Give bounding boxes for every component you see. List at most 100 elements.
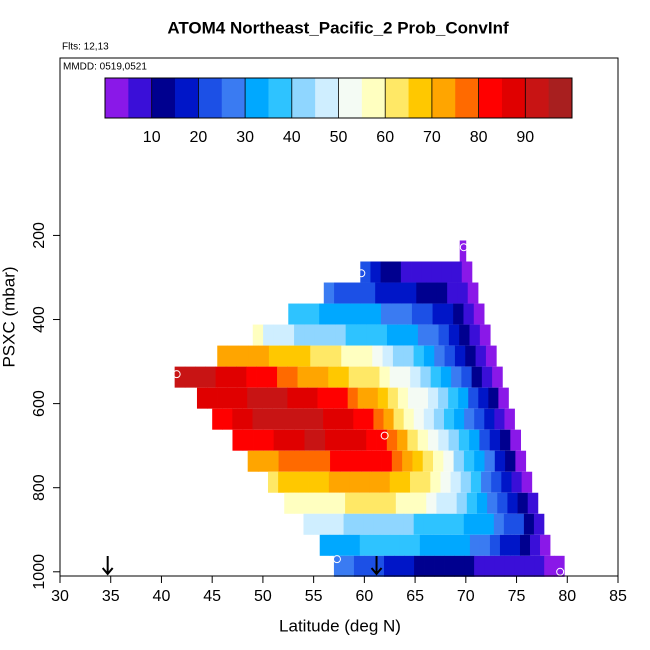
heat-cell [529,534,541,556]
heat-cell [292,408,304,430]
heat-cell [247,450,259,472]
x-tick-label: 70 [457,588,475,605]
heat-cell [267,471,279,493]
heat-cell [323,408,334,430]
heat-cell [359,471,370,493]
heat-cell [184,366,196,388]
heat-cell [262,408,274,430]
heat-cell [474,408,485,430]
plot-frame [59,57,619,577]
heat-cell [363,513,375,535]
heat-cell [416,282,427,304]
heat-cell [319,303,330,325]
heat-cell [479,429,491,451]
heat-cell [433,408,445,430]
heat-cell [252,408,263,430]
heat-cell [426,492,437,514]
heat-cell [288,303,299,325]
heat-cell [277,387,288,409]
heat-cell [373,513,385,535]
x-axis-label: Latitude (deg N) [279,616,401,635]
y-tick-label: 800 [31,474,48,501]
x-tick-label: 50 [254,588,272,605]
heat-cell [441,261,453,283]
heat-cell [330,345,342,367]
heat-cell [424,555,435,577]
heat-cell [485,345,497,367]
heat-cell [341,345,352,367]
heat-cell [339,534,351,556]
heat-cell [448,429,460,451]
heat-cell [237,387,248,409]
heat-cell [327,387,339,409]
x-tick-label: 85 [609,588,627,605]
heat-cell [406,282,417,304]
x-tick-label: 60 [355,588,373,605]
heat-cell [515,450,527,472]
heat-cell [353,513,365,535]
heat-cell [310,345,321,367]
heat-cell [459,324,470,346]
heat-cell [284,492,295,514]
heat-cell [413,345,425,367]
heat-cell [329,534,341,556]
colorbar-tick-label: 80 [470,129,488,146]
heat-cell [389,366,401,388]
heat-cell [444,555,455,577]
heat-cell [433,450,444,472]
heat-cell [308,303,320,325]
heat-cell [369,534,381,556]
heat-cell [227,345,239,367]
heat-cell [404,555,415,577]
heat-cell [493,513,505,535]
heat-cell [489,534,501,556]
heat-cell [433,513,445,535]
heat-cell [314,429,326,451]
heat-cell [428,324,439,346]
heat-cell [431,261,442,283]
heat-cell [533,513,545,535]
heat-cell [383,513,395,535]
annotation: MMDD: 0519,0521 [63,62,147,73]
colorbar-segment [501,78,526,118]
heat-cell [294,324,305,346]
heat-cell [444,345,456,367]
heat-cell [481,471,492,493]
colorbar-tick-label: 70 [423,129,441,146]
heat-cell [450,471,462,493]
heat-cell [355,492,366,514]
heat-cell [345,492,356,514]
heat-cell [314,492,326,514]
heat-cell [504,555,515,577]
colorbar-segment [245,78,269,118]
heat-cell [443,513,455,535]
heat-cell [454,555,465,577]
heat-cell [466,492,478,514]
heat-cell [364,282,376,304]
heat-cell [357,387,369,409]
heat-cell [248,345,259,367]
heat-cell [253,429,264,451]
heat-cell [256,366,268,388]
heat-cell [489,429,501,451]
colorbar-segment [198,78,223,118]
colorbar-segment [455,78,479,118]
heat-cell [376,324,388,346]
heat-cell [469,324,481,346]
heat-cell [439,534,451,556]
colorbar-segment [548,78,573,118]
heat-cell [288,471,299,493]
y-tick-label: 200 [31,222,48,249]
heat-cell [370,261,381,283]
heat-cell [403,345,414,367]
heat-cell [268,345,280,367]
heat-cell [294,492,305,514]
heat-cell [365,492,376,514]
heat-cell [344,282,356,304]
sample-marker [172,370,181,379]
heat-cell [366,324,378,346]
chart-title: ATOM4 Northeast_Pacific_2 Prob_ConvInf [167,18,509,37]
heat-cell [411,261,422,283]
